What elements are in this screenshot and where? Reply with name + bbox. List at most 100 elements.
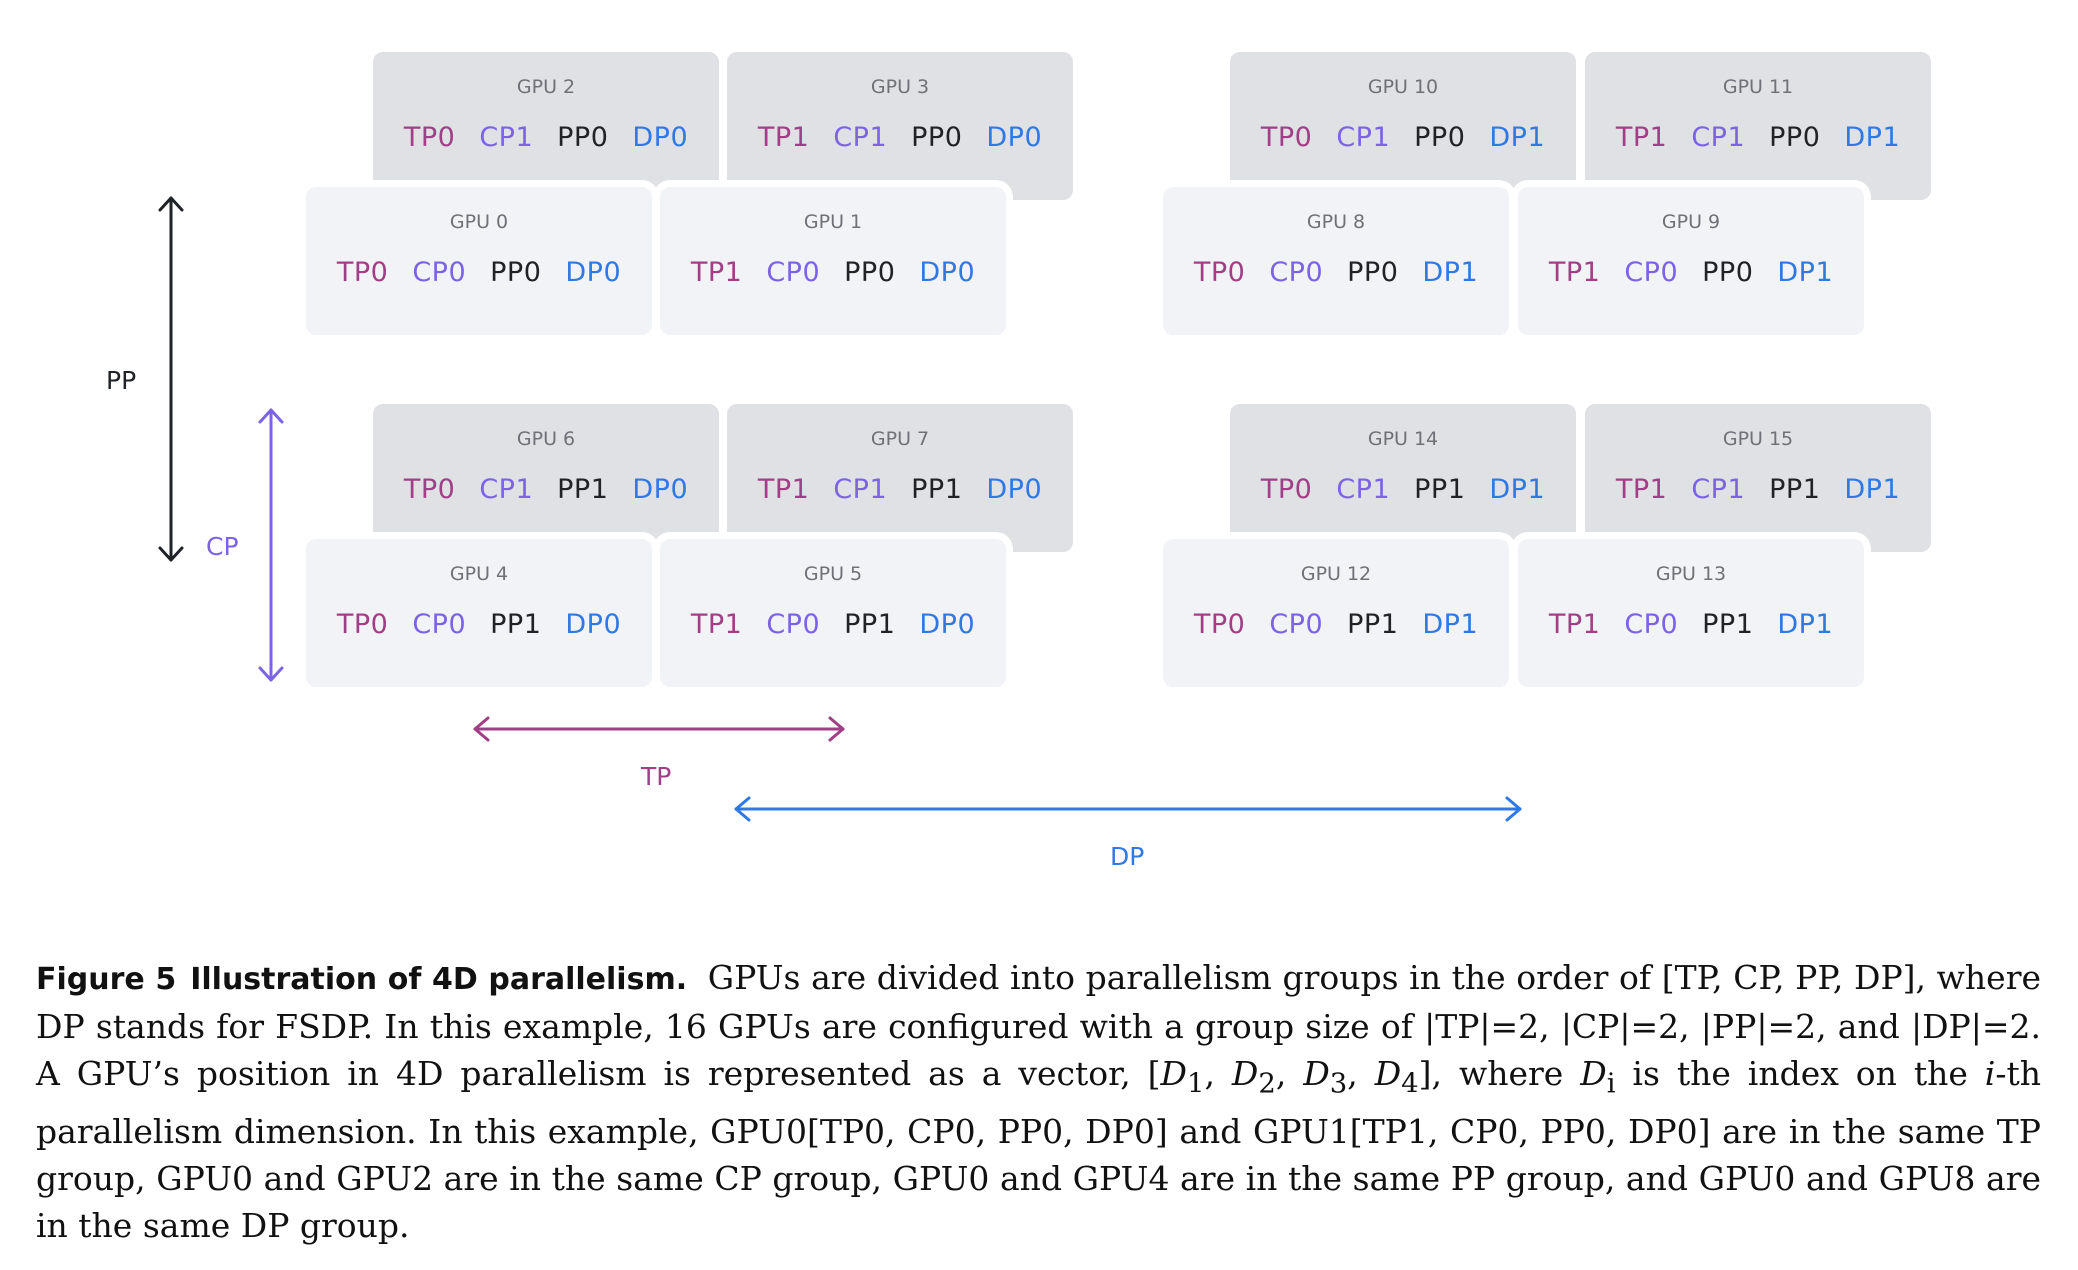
cp-tag: CP0 (1624, 609, 1679, 640)
dp-tag: DP0 (919, 257, 976, 288)
math-sub: i (1606, 1067, 1616, 1100)
cp-tag: CP0 (412, 609, 467, 640)
math-var: D (1374, 1054, 1402, 1093)
cp-tag: CP1 (833, 122, 888, 153)
tp-tag: TP1 (1615, 122, 1668, 153)
gpu-card: GPU 5 TP1 CP0 PP1 DP0 (660, 539, 1006, 687)
caption-text: ], where (1418, 1054, 1581, 1093)
math-var: D (1580, 1054, 1607, 1093)
tp-tag: TP1 (690, 257, 743, 288)
gpu-card: GPU 10 TP0 CP1 PP0 DP1 (1230, 52, 1576, 200)
gpu-name: GPU 3 (870, 76, 930, 98)
dp-tag: DP1 (1777, 257, 1834, 288)
cp-tag: CP0 (412, 257, 467, 288)
math-sub: 1 (1187, 1067, 1205, 1100)
math-var: D (1160, 1054, 1187, 1093)
gpu-name: GPU 10 (1367, 76, 1439, 98)
tp-tag: TP0 (403, 474, 456, 505)
gpu-name: GPU 6 (516, 428, 576, 450)
gpu-card: GPU 12 TP0 CP0 PP1 DP1 (1163, 539, 1509, 687)
pp-arrow (158, 196, 184, 562)
dp-tag: DP0 (632, 474, 689, 505)
pp-tag: PP0 (844, 257, 896, 288)
figure-label: Figure 5 (36, 962, 177, 997)
figure-caption: Figure 5 Illustration of 4D parallelism. … (36, 954, 2041, 1249)
cp-tag: CP1 (1691, 474, 1746, 505)
tp-tag: TP1 (1548, 257, 1601, 288)
gpu-card: GPU 1 TP1 CP0 PP0 DP0 (660, 187, 1006, 335)
gpu-card: GPU 6 TP0 CP1 PP1 DP0 (373, 404, 719, 552)
gpu-name: GPU 2 (516, 76, 576, 98)
tp-tag: TP0 (336, 257, 389, 288)
caption-text: GPUs are divided into parallelism groups… (36, 958, 2041, 1093)
math-sep: , (1275, 1054, 1304, 1093)
caption-text: is the index on the (1615, 1054, 1985, 1093)
gpu-tags: TP1 CP0 PP0 DP0 (660, 257, 1006, 288)
cp-tag: CP1 (1336, 122, 1391, 153)
dp-tag: DP0 (986, 122, 1043, 153)
dp-tag: DP1 (1844, 474, 1901, 505)
gpu-tags: TP1 CP1 PP1 DP0 (727, 474, 1073, 505)
gpu-tags: TP0 CP1 PP1 DP0 (373, 474, 719, 505)
pp-axis-label: PP (106, 366, 137, 395)
gpu-name: GPU 7 (870, 428, 930, 450)
dp-tag: DP0 (565, 257, 622, 288)
cp-tag: CP1 (833, 474, 888, 505)
gpu-card: GPU 7 TP1 CP1 PP1 DP0 (727, 404, 1073, 552)
tp-tag: TP0 (1193, 257, 1246, 288)
pp-tag: PP0 (1414, 122, 1466, 153)
gpu-card: GPU 8 TP0 CP0 PP0 DP1 (1163, 187, 1509, 335)
dp-tag: DP1 (1844, 122, 1901, 153)
dp-tag: DP1 (1422, 609, 1479, 640)
gpu-tags: TP1 CP0 PP1 DP1 (1518, 609, 1864, 640)
cp-tag: CP0 (1624, 257, 1679, 288)
math-var: i (1984, 1054, 1996, 1093)
dp-tag: DP1 (1422, 257, 1479, 288)
cp-tag: CP1 (479, 122, 534, 153)
dp-tag: DP1 (1489, 122, 1546, 153)
gpu-card: GPU 4 TP0 CP0 PP1 DP0 (306, 539, 652, 687)
cp-tag: CP0 (766, 257, 821, 288)
pp-tag: PP1 (911, 474, 963, 505)
dp-tag: DP1 (1489, 474, 1546, 505)
dp-tag: DP0 (565, 609, 622, 640)
pp-tag: PP1 (1769, 474, 1821, 505)
cp-tag: CP0 (1269, 257, 1324, 288)
gpu-tags: TP0 CP1 PP1 DP1 (1230, 474, 1576, 505)
gpu-tags: TP1 CP0 PP0 DP1 (1518, 257, 1864, 288)
tp-tag: TP0 (1193, 609, 1246, 640)
math-sub: 4 (1401, 1067, 1419, 1100)
gpu-card: GPU 9 TP1 CP0 PP0 DP1 (1518, 187, 1864, 335)
gpu-tags: TP0 CP0 PP0 DP1 (1163, 257, 1509, 288)
pp-tag: PP0 (911, 122, 963, 153)
gpu-tags: TP0 CP0 PP1 DP0 (306, 609, 652, 640)
tp-tag: TP0 (336, 609, 389, 640)
cp-tag: CP1 (479, 474, 534, 505)
gpu-tags: TP0 CP0 PP0 DP0 (306, 257, 652, 288)
pp-tag: PP1 (557, 474, 609, 505)
tp-tag: TP0 (403, 122, 456, 153)
gpu-tags: TP0 CP1 PP0 DP1 (1230, 122, 1576, 153)
gpu-name: GPU 15 (1722, 428, 1794, 450)
tp-tag: TP0 (1260, 474, 1313, 505)
gpu-card: GPU 15 TP1 CP1 PP1 DP1 (1585, 404, 1931, 552)
gpu-card: GPU 0 TP0 CP0 PP0 DP0 (306, 187, 652, 335)
gpu-tags: TP1 CP1 PP0 DP0 (727, 122, 1073, 153)
gpu-card: GPU 14 TP0 CP1 PP1 DP1 (1230, 404, 1576, 552)
caption-text: -th parallelism dimension. In this examp… (36, 1054, 2042, 1245)
math-sub: 3 (1329, 1067, 1348, 1100)
tp-tag: TP1 (757, 474, 810, 505)
gpu-name: GPU 8 (1306, 211, 1366, 233)
math-sub: 2 (1258, 1067, 1276, 1100)
figure-title: Illustration of 4D parallelism. (190, 962, 688, 997)
gpu-name: GPU 1 (803, 211, 863, 233)
math-sep: , (1347, 1054, 1375, 1093)
gpu-card: GPU 2 TP0 CP1 PP0 DP0 (373, 52, 719, 200)
gpu-name: GPU 5 (803, 563, 863, 585)
gpu-name: GPU 14 (1367, 428, 1439, 450)
gpu-tags: TP0 CP1 PP0 DP0 (373, 122, 719, 153)
pp-tag: PP1 (844, 609, 896, 640)
gpu-name: GPU 13 (1655, 563, 1727, 585)
gpu-tags: TP0 CP0 PP1 DP1 (1163, 609, 1509, 640)
